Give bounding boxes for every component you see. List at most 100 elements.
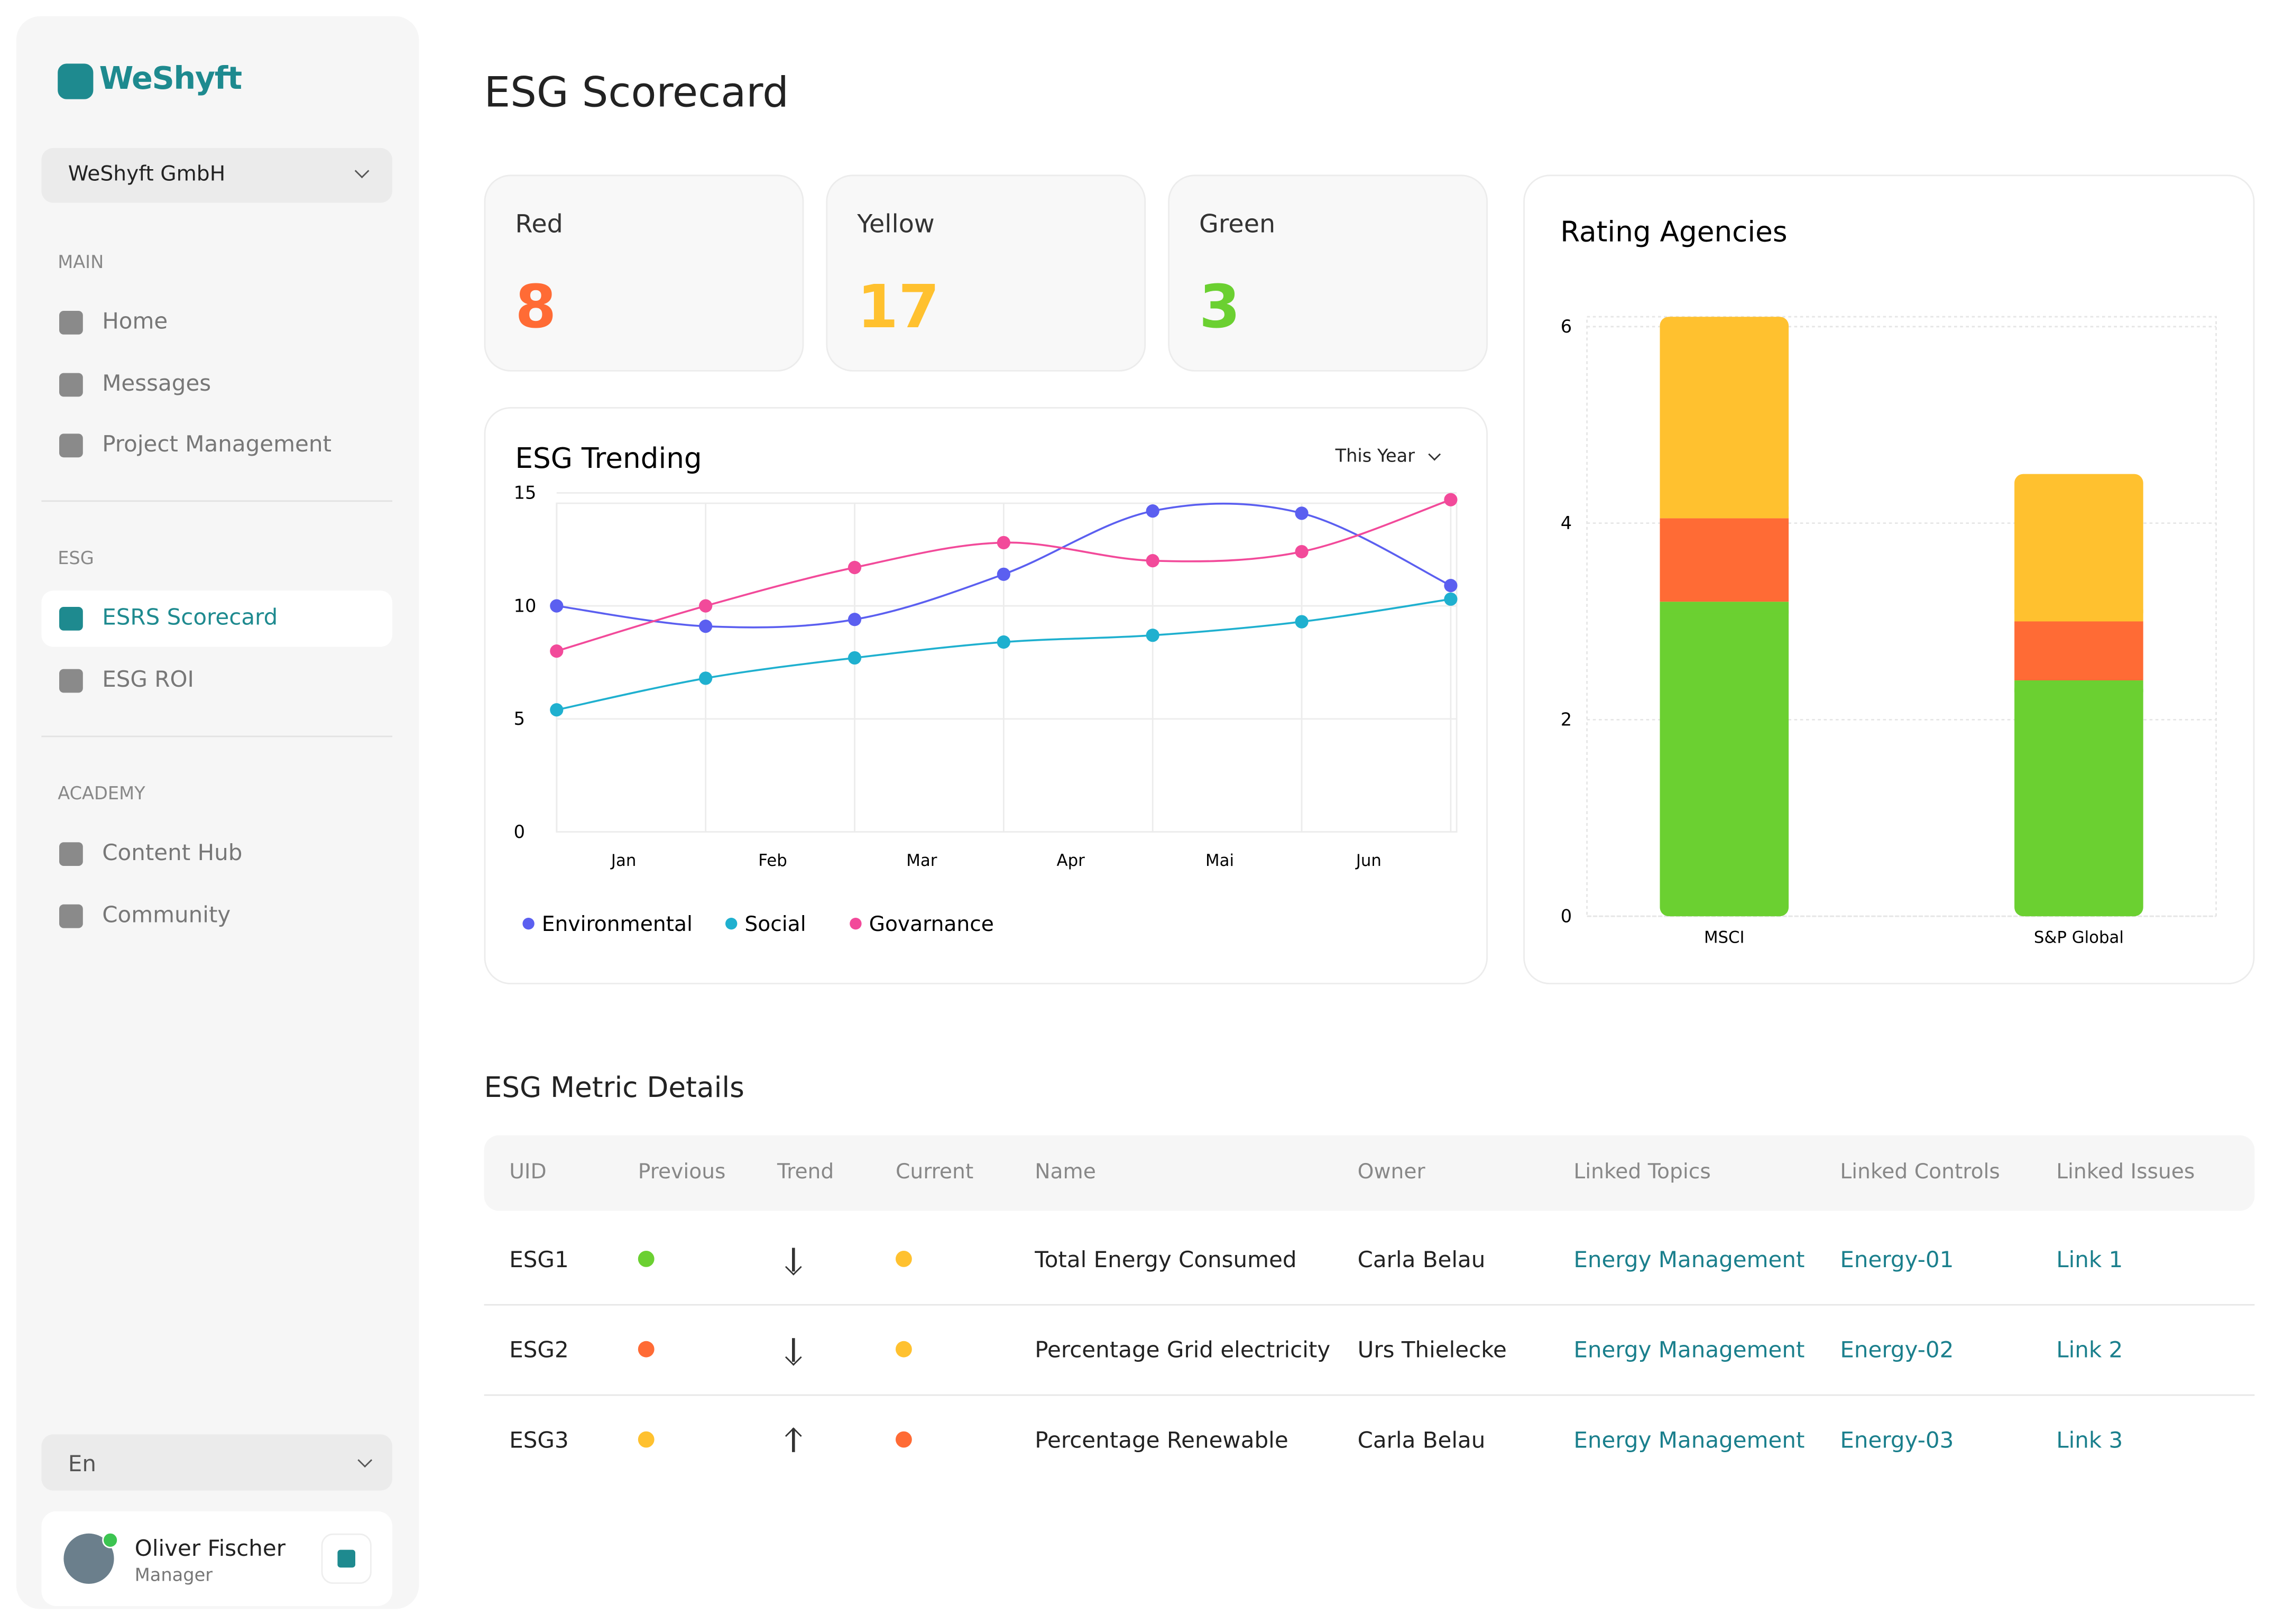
row-divider [484, 1394, 2255, 1396]
nav-icon [59, 842, 83, 866]
nav-item[interactable]: Messages [102, 369, 211, 396]
table-cell: ESG1 [509, 1246, 569, 1273]
x-tick-label: Feb [758, 851, 787, 870]
section-title: ACADEMY [58, 783, 145, 804]
bar-segment [2014, 621, 2143, 681]
chart-title: Rating Agencies [1560, 215, 1787, 248]
period: This Year [1335, 445, 1415, 466]
stat-value: 3 [1199, 274, 1240, 342]
data-point [1444, 592, 1458, 606]
nav-item[interactable]: ESG ROI [102, 665, 194, 692]
trend-shaft [792, 1248, 795, 1272]
x-tick-label: Jan [610, 851, 636, 870]
nav-active[interactable] [41, 590, 392, 647]
bar-segment [2014, 474, 2143, 622]
y-tick-label: 4 [1561, 513, 1572, 533]
trend-shaft [792, 1428, 795, 1452]
company-select[interactable] [41, 148, 392, 203]
logout-icon [337, 1549, 355, 1568]
link-cell[interactable]: Energy Management [1573, 1427, 1805, 1454]
company-name: WeShyft GmbH [68, 163, 226, 187]
status-dot [896, 1431, 912, 1448]
x-tick-label: Jun [1355, 851, 1382, 870]
table-header [484, 1135, 2255, 1211]
section-title: MAIN [58, 252, 104, 273]
legend-label: Social [744, 912, 806, 936]
stat-label: Red [515, 210, 563, 240]
data-point [848, 651, 862, 665]
data-point [1146, 554, 1159, 568]
link-cell[interactable]: Energy-01 [1840, 1246, 1954, 1273]
data-point [699, 599, 713, 613]
status-dot [638, 1251, 655, 1267]
column-header: UID [509, 1160, 547, 1184]
y-tick-label: 6 [1561, 316, 1572, 337]
language: En [68, 1451, 96, 1478]
nav-item[interactable]: Project Management [102, 430, 331, 458]
status-dot [638, 1341, 655, 1358]
data-point [848, 560, 862, 575]
data-point [1146, 629, 1159, 642]
column-header: Linked Topics [1573, 1160, 1711, 1184]
column-header: Owner [1357, 1160, 1425, 1184]
bar-segment [1660, 602, 1789, 917]
table-cell: Percentage Renewable [1035, 1427, 1288, 1454]
x-tick-label: S&P Global [2034, 928, 2124, 947]
link-cell[interactable]: Energy-03 [1840, 1427, 1954, 1454]
data-point [1444, 493, 1458, 506]
legend-label: Govarnance [869, 912, 994, 936]
data-point [1295, 615, 1309, 629]
link-cell[interactable]: Energy-02 [1840, 1336, 1954, 1363]
user-name: Oliver Fischer [134, 1535, 286, 1562]
column-header: Linked Controls [1840, 1160, 2000, 1184]
nav-icon [59, 372, 83, 396]
y-tick-label: 10 [514, 595, 537, 616]
link-cell[interactable]: Link 1 [2056, 1246, 2123, 1273]
data-point [550, 599, 564, 613]
data-point [1295, 506, 1309, 520]
y-tick-label: 15 [514, 483, 537, 503]
table-cell: ESG2 [509, 1336, 569, 1363]
stat-label: Yellow [857, 210, 935, 240]
data-point [997, 536, 1010, 550]
nav-icon [59, 903, 83, 928]
legend-label: Environmental [542, 912, 693, 936]
nav-item[interactable]: ESRS Scorecard [102, 604, 278, 631]
link-cell[interactable]: Energy Management [1573, 1336, 1805, 1363]
table-cell: Total Energy Consumed [1035, 1246, 1297, 1273]
link-cell[interactable]: Link 3 [2056, 1427, 2123, 1454]
column-header: Name [1035, 1160, 1096, 1184]
table-cell: Carla Belau [1357, 1427, 1486, 1454]
page-title: ESG Scorecard [484, 68, 789, 117]
sidebar [16, 16, 419, 1609]
column-header: Trend [777, 1160, 834, 1184]
language-select[interactable] [41, 1434, 392, 1491]
nav-icon [59, 433, 83, 458]
link-cell[interactable]: Link 2 [2056, 1336, 2123, 1363]
chart-title: ESG Trending [515, 442, 702, 475]
x-tick-label: Mar [906, 851, 937, 870]
legend-marker [725, 918, 738, 930]
status-dot [638, 1431, 655, 1448]
column-header: Current [896, 1160, 974, 1184]
bar-segment-join [1660, 506, 1789, 519]
logout-button[interactable] [321, 1533, 372, 1584]
divider [41, 500, 392, 502]
data-point [1146, 504, 1159, 518]
data-point [1444, 579, 1458, 593]
stat-label: Green [1199, 210, 1276, 240]
link-cell[interactable]: Energy Management [1573, 1246, 1805, 1273]
divider [41, 735, 392, 737]
table-cell: Percentage Grid electricity [1035, 1336, 1331, 1363]
nav-item[interactable]: Content Hub [102, 839, 243, 866]
nav-item[interactable]: Home [102, 308, 168, 335]
bar-segment [2014, 680, 2143, 917]
bar-segment-join [2014, 680, 2143, 693]
nav-icon [59, 607, 83, 631]
bar-segment [1660, 317, 1789, 519]
online-dot [102, 1532, 118, 1548]
nav-item[interactable]: Community [102, 900, 231, 928]
stat-value: 8 [515, 274, 557, 342]
